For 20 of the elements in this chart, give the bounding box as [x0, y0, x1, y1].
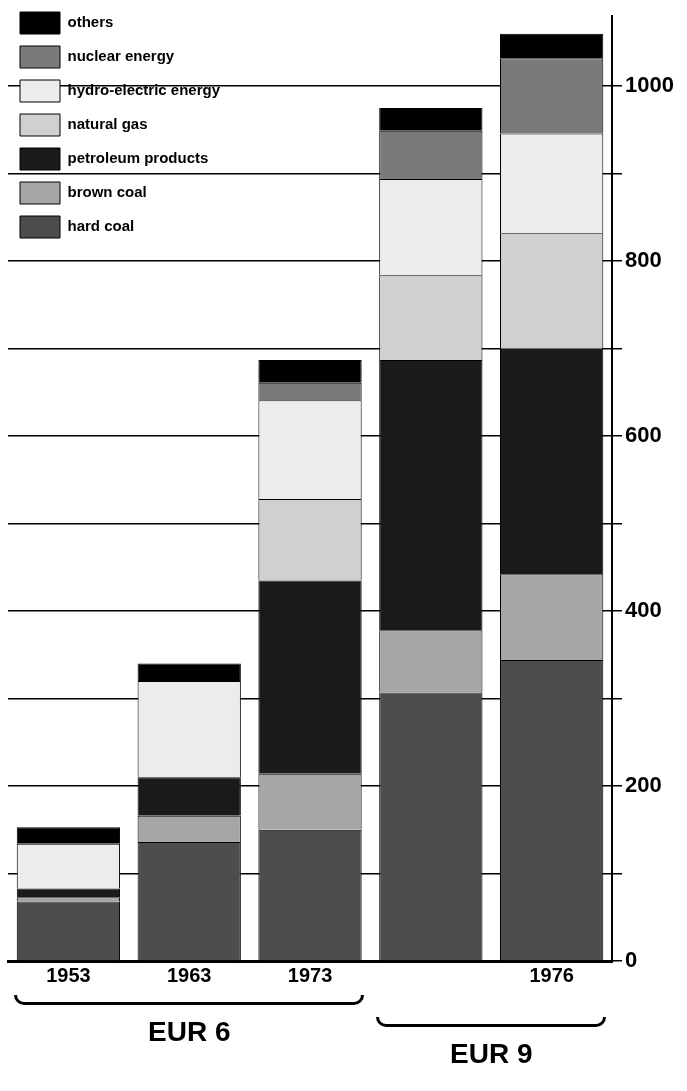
legend-label: petroleum products: [67, 149, 209, 167]
x-tick-label: 1973: [287, 963, 333, 986]
y-tick-label: 800: [625, 247, 662, 273]
text: EUR 6: [147, 1015, 231, 1047]
legend-label: hard coal: [67, 217, 135, 235]
y-tick-label: 200: [625, 772, 662, 798]
y-tick-label: 1000: [625, 72, 675, 98]
legend-label: others: [67, 13, 114, 31]
x-tick-label: 1976: [529, 963, 574, 986]
y-tick-label: 600: [625, 422, 662, 448]
legend-label: hydro-electric energy: [67, 81, 221, 99]
legend-label: nuclear energy: [67, 47, 175, 65]
legend-label: natural gas: [67, 115, 148, 133]
text: EUR 9: [450, 1037, 533, 1069]
y-tick-label: 0: [625, 947, 638, 973]
bar: [258, 360, 362, 383]
x-tick-label: 1963: [166, 963, 212, 986]
legend-label: brown coal: [67, 183, 147, 201]
y-tick-label: 400: [625, 597, 662, 623]
x-tick-label: 1953: [46, 963, 91, 986]
